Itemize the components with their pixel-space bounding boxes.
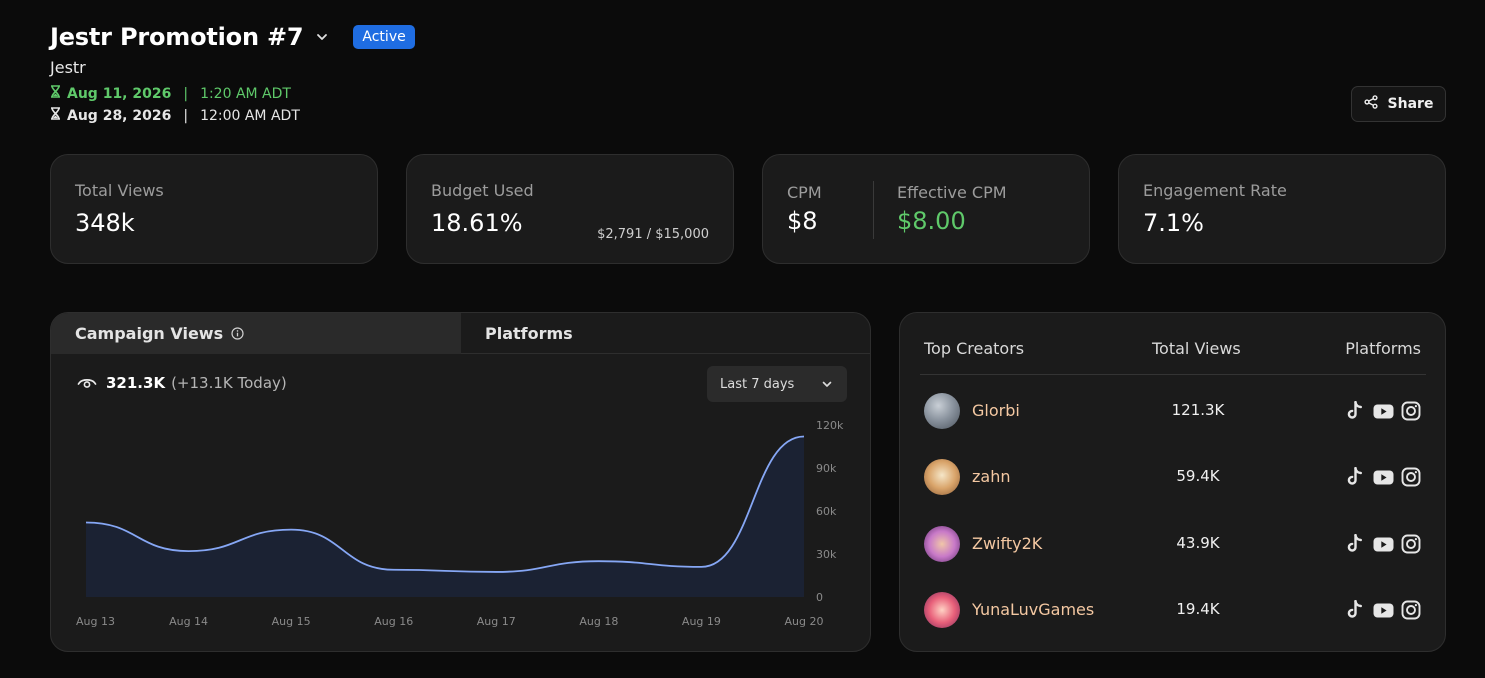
total-views-value: 348k bbox=[75, 209, 135, 237]
share-icon bbox=[1363, 95, 1388, 113]
budget-value: 18.61% bbox=[431, 209, 523, 237]
creator-views: 59.4K bbox=[1176, 467, 1220, 485]
budget-label: Budget Used bbox=[431, 181, 534, 200]
instagram-icon[interactable] bbox=[1400, 599, 1422, 621]
engagement-card: Engagement Rate 7.1% bbox=[1118, 154, 1446, 264]
tiktok-icon[interactable] bbox=[1344, 533, 1366, 555]
date-separator: | bbox=[183, 107, 189, 124]
tiktok-icon[interactable] bbox=[1344, 400, 1366, 422]
cpm-value: $8 bbox=[787, 207, 818, 235]
end-time: 12:00 AM ADT bbox=[200, 107, 300, 124]
hourglass-icon bbox=[50, 107, 61, 124]
creator-row[interactable]: Zwifty2K 43.9K bbox=[900, 522, 1447, 566]
cpm-label: CPM bbox=[787, 183, 822, 202]
avatar bbox=[924, 592, 960, 628]
tiktok-icon[interactable] bbox=[1344, 466, 1366, 488]
tab-platforms-label: Platforms bbox=[485, 324, 573, 343]
date-range-select[interactable]: Last 7 days bbox=[707, 366, 847, 402]
y-tick-label: 120k bbox=[816, 419, 844, 432]
start-time: 1:20 AM ADT bbox=[200, 85, 291, 102]
x-tick-label: Aug 17 bbox=[477, 615, 516, 628]
date-separator: | bbox=[183, 85, 189, 102]
campaign-title: Jestr Promotion #7 bbox=[50, 23, 304, 51]
youtube-icon[interactable] bbox=[1372, 466, 1394, 488]
campaign-title-row: Jestr Promotion #7 Active bbox=[50, 22, 415, 52]
eye-icon bbox=[77, 376, 97, 390]
y-tick-label: 60k bbox=[816, 505, 837, 518]
creator-name[interactable]: YunaLuvGames bbox=[972, 600, 1095, 619]
instagram-icon[interactable] bbox=[1400, 400, 1422, 422]
budget-detail: $2,791 / $15,000 bbox=[597, 227, 709, 242]
start-date: Aug 11, 2026 bbox=[67, 85, 172, 102]
youtube-icon[interactable] bbox=[1372, 400, 1394, 422]
chevron-down-icon[interactable] bbox=[315, 30, 329, 44]
engagement-label: Engagement Rate bbox=[1143, 181, 1287, 200]
budget-card: Budget Used 18.61% $2,791 / $15,000 bbox=[406, 154, 734, 264]
creator-row[interactable]: YunaLuvGames 19.4K bbox=[900, 588, 1447, 632]
x-tick-label: Aug 14 bbox=[169, 615, 208, 628]
total-views-card: Total Views 348k bbox=[50, 154, 378, 264]
creator-name[interactable]: Glorbi bbox=[972, 401, 1020, 420]
views-line bbox=[85, 435, 805, 573]
creator-row[interactable]: zahn 59.4K bbox=[900, 455, 1447, 499]
avatar bbox=[924, 393, 960, 429]
end-date-row: Aug 28, 2026 | 12:00 AM ADT bbox=[50, 107, 300, 124]
views-area bbox=[86, 436, 804, 597]
cpm-card: CPM $8 Effective CPM $8.00 bbox=[762, 154, 1090, 264]
x-tick-label: Aug 18 bbox=[579, 615, 618, 628]
creator-views: 43.9K bbox=[1176, 534, 1220, 552]
date-range-label: Last 7 days bbox=[720, 376, 795, 392]
x-tick-label: Aug 20 bbox=[785, 615, 824, 628]
tab-campaign-views-label: Campaign Views bbox=[75, 324, 224, 343]
creator-name[interactable]: Zwifty2K bbox=[972, 534, 1043, 553]
cpm-divider bbox=[873, 181, 874, 239]
chevron-down-icon bbox=[821, 378, 833, 390]
campaign-views-panel: Campaign Views Platforms 321.3K (+13.1K … bbox=[50, 312, 871, 652]
views-chart: 0 30k 60k 90k 120k Aug 13 Aug 14 Aug 15 Aug 16 Au… bbox=[76, 419, 844, 628]
x-tick-label: Aug 16 bbox=[374, 615, 413, 628]
status-badge: Active bbox=[353, 25, 415, 49]
creators-header-views: Total Views bbox=[1152, 339, 1241, 358]
avatar bbox=[924, 459, 960, 495]
info-icon[interactable] bbox=[231, 327, 244, 340]
views-summary: 321.3K (+13.1K Today) bbox=[77, 374, 287, 392]
views-today: (+13.1K Today) bbox=[171, 374, 287, 392]
instagram-icon[interactable] bbox=[1400, 533, 1422, 555]
effective-cpm-value: $8.00 bbox=[897, 207, 966, 235]
creator-row[interactable]: Glorbi 121.3K bbox=[900, 389, 1447, 433]
tab-platforms[interactable]: Platforms bbox=[461, 313, 870, 354]
creators-header-platforms: Platforms bbox=[1345, 339, 1421, 358]
start-date-row: Aug 11, 2026 | 1:20 AM ADT bbox=[50, 85, 291, 102]
avatar bbox=[924, 526, 960, 562]
y-tick-label: 30k bbox=[816, 548, 837, 561]
share-button[interactable]: Share bbox=[1351, 86, 1446, 122]
total-views-label: Total Views bbox=[75, 181, 164, 200]
creator-views: 121.3K bbox=[1171, 401, 1225, 419]
x-tick-label: Aug 13 bbox=[76, 615, 115, 628]
creator-views: 19.4K bbox=[1176, 600, 1220, 618]
views-tabs: Campaign Views Platforms bbox=[51, 313, 870, 354]
share-label: Share bbox=[1387, 96, 1434, 112]
tab-campaign-views[interactable]: Campaign Views bbox=[51, 313, 461, 354]
top-creators-panel: Top Creators Total Views Platforms Glorb… bbox=[899, 312, 1446, 652]
hourglass-icon bbox=[50, 85, 61, 102]
creators-header-rule bbox=[920, 374, 1426, 375]
y-tick-label: 90k bbox=[816, 462, 837, 475]
x-tick-label: Aug 15 bbox=[272, 615, 311, 628]
x-tick-label: Aug 19 bbox=[682, 615, 721, 628]
instagram-icon[interactable] bbox=[1400, 466, 1422, 488]
tiktok-icon[interactable] bbox=[1344, 599, 1366, 621]
brand-name: Jestr bbox=[50, 58, 86, 77]
creator-name[interactable]: zahn bbox=[972, 467, 1011, 486]
creators-header-name: Top Creators bbox=[924, 339, 1025, 358]
effective-cpm-label: Effective CPM bbox=[897, 183, 1007, 202]
y-tick-label: 0 bbox=[816, 591, 823, 604]
youtube-icon[interactable] bbox=[1372, 533, 1394, 555]
engagement-value: 7.1% bbox=[1143, 209, 1204, 237]
views-total: 321.3K bbox=[106, 374, 166, 392]
end-date: Aug 28, 2026 bbox=[67, 107, 172, 124]
youtube-icon[interactable] bbox=[1372, 599, 1394, 621]
